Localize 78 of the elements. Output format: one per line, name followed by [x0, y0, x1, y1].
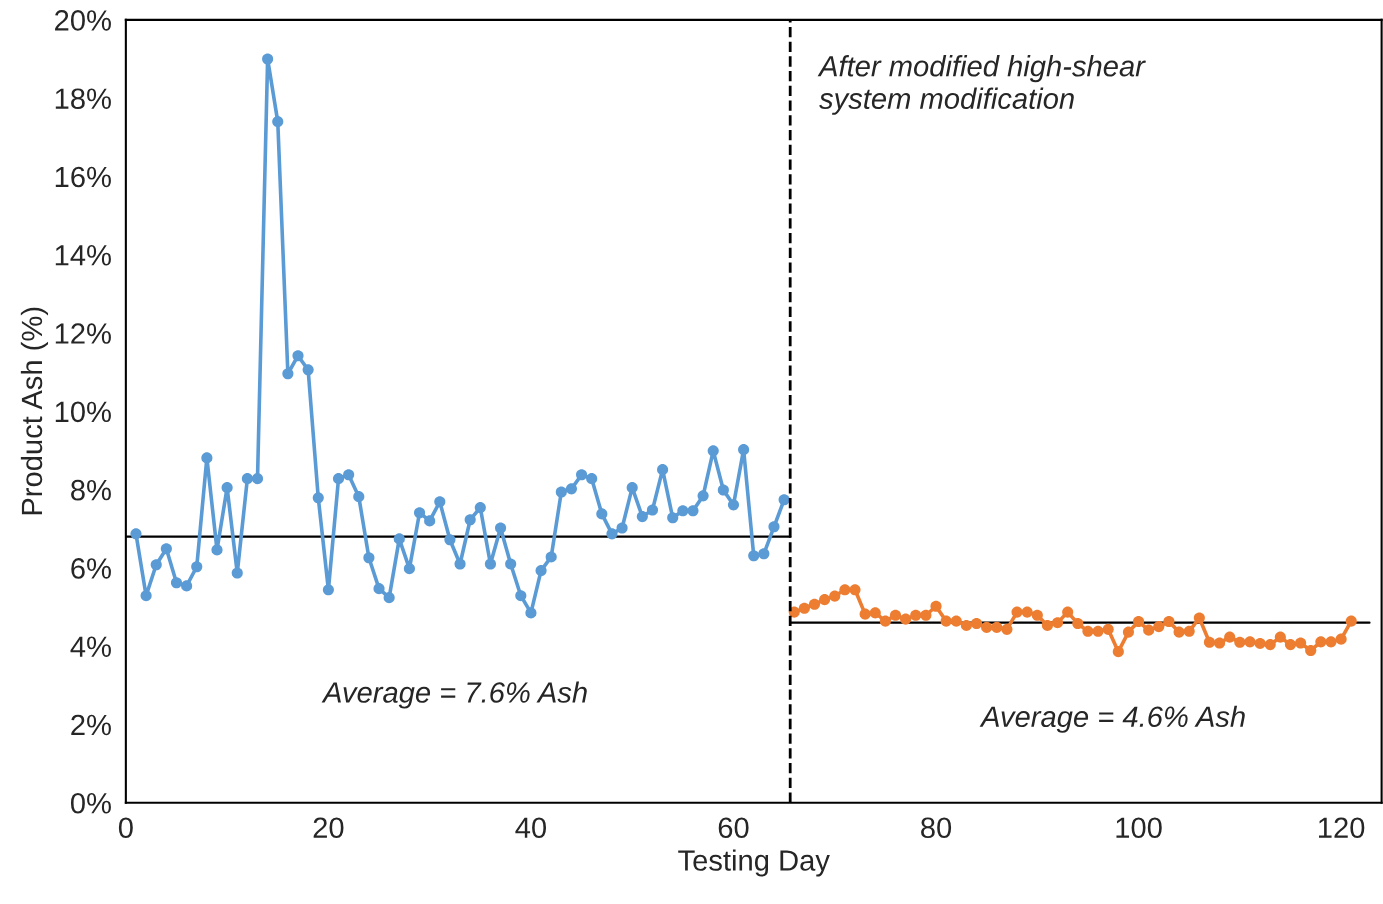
point: [1163, 615, 1175, 628]
point: [859, 608, 871, 620]
point: [1041, 619, 1053, 631]
x-tick-label: 20: [313, 817, 344, 839]
point: [1031, 609, 1043, 621]
point: [1234, 636, 1246, 648]
point: [819, 594, 831, 606]
y-tick-label: 2%: [71, 714, 111, 736]
point: [1112, 646, 1124, 658]
y-tick-label: 10%: [55, 401, 111, 423]
point: [889, 609, 902, 621]
point: [869, 607, 881, 619]
point: [849, 584, 861, 596]
point: [1072, 617, 1084, 630]
point: [1143, 624, 1155, 636]
point: [1102, 623, 1114, 635]
point: [1001, 623, 1013, 635]
point: [991, 621, 1003, 633]
x-tick-label: 60: [718, 817, 749, 839]
y-tick-label: 6%: [71, 558, 111, 579]
point: [879, 615, 891, 627]
point: [1203, 636, 1216, 648]
y-tick-label: 4%: [70, 636, 111, 657]
annotation: Average = 4.6% Ash: [979, 705, 1245, 733]
point: [970, 617, 983, 630]
point: [950, 615, 962, 627]
point: [1325, 636, 1337, 648]
x-tick-label: 40: [515, 817, 547, 839]
x-tick-label: 120: [1319, 817, 1365, 839]
point: [1264, 639, 1276, 651]
point: [981, 621, 993, 633]
point: [839, 584, 851, 596]
point: [1254, 637, 1266, 649]
y-tick-label: 12%: [55, 323, 111, 344]
point: [1345, 615, 1357, 627]
point: [798, 602, 810, 614]
x-tick-label: 0: [118, 817, 133, 839]
y-tick-label: 18%: [55, 88, 111, 110]
y-tick-label: 0%: [70, 792, 111, 814]
point: [1284, 639, 1297, 651]
point: [1021, 606, 1033, 618]
point: [1153, 621, 1165, 633]
x-axis-title: Testing Day: [678, 849, 830, 877]
annotation: After modified high-shear system modification: [817, 55, 1146, 115]
y-tick-label: 16%: [55, 166, 111, 188]
point: [1224, 631, 1236, 643]
point: [1305, 644, 1317, 657]
point: [940, 615, 952, 627]
point: [1173, 626, 1185, 638]
point: [1295, 637, 1307, 649]
x-tick-label: 80: [921, 817, 952, 839]
point: [829, 590, 841, 602]
point: [1133, 615, 1145, 628]
point: [920, 609, 932, 621]
point: [1244, 636, 1256, 648]
point: [900, 613, 912, 625]
point: [1193, 612, 1205, 624]
annotation: Average = 7.6% Ash: [321, 681, 587, 709]
point: [808, 598, 821, 610]
y-tick-label: 8%: [71, 479, 111, 501]
point: [1062, 606, 1074, 618]
x-tick-label: 100: [1116, 817, 1162, 839]
point: [910, 609, 922, 621]
point: [1183, 625, 1195, 637]
point: [960, 619, 972, 631]
y-tick-label: 20%: [55, 10, 111, 31]
point: [1082, 625, 1094, 637]
y-tick-label: 14%: [55, 245, 111, 266]
point: [1122, 626, 1134, 638]
point: [1011, 606, 1023, 618]
point: [1274, 631, 1286, 643]
y-axis-title: Product Ash (%): [20, 307, 49, 515]
point: [1335, 633, 1347, 645]
point: [1092, 625, 1104, 637]
point: [930, 600, 942, 612]
point: [1214, 637, 1226, 649]
point: [1315, 636, 1327, 648]
point: [1051, 617, 1064, 629]
